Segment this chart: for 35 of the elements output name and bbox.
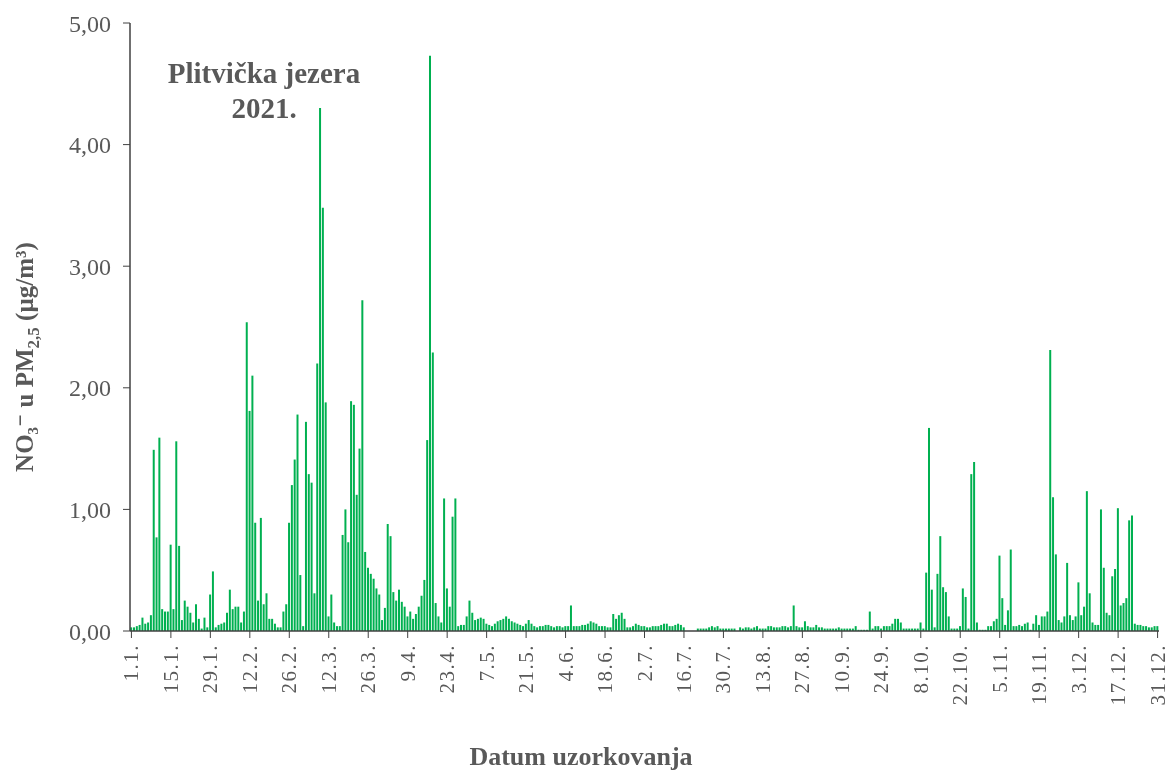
- y-tick-label: 0,00: [69, 618, 111, 645]
- x-tick-label: 4.6.: [553, 644, 578, 682]
- x-tick-label: 5.11.: [987, 644, 1012, 693]
- x-tick-label: 9.4.: [395, 644, 420, 682]
- y-tick-label: 1,00: [69, 496, 111, 523]
- x-tick-label: 23.4.: [435, 644, 460, 694]
- x-tick-label: 13.8.: [750, 644, 775, 694]
- y-tick-label: 2,00: [69, 375, 111, 402]
- x-tick-label: 16.7.: [671, 644, 696, 694]
- x-tick-label: 7.5.: [474, 644, 499, 682]
- x-tick-label: 30.7.: [711, 644, 736, 694]
- x-tick-label: 21.5.: [514, 644, 539, 694]
- x-tick-label: 18.6.: [593, 644, 618, 694]
- y-tick-label: 3,00: [69, 253, 111, 280]
- x-tick-label: 19.11.: [1027, 644, 1052, 705]
- x-tick-label: 2.7.: [632, 644, 657, 682]
- x-tick-label: 10.9.: [829, 644, 854, 694]
- y-tick-label: 4,00: [69, 132, 111, 159]
- text: Plitvička jezera 2021.: [167, 57, 361, 124]
- x-tick-label: 29.1.: [198, 644, 223, 694]
- x-tick-label: 31.12.: [1145, 644, 1170, 706]
- x-tick-label: 12.2.: [237, 644, 262, 694]
- x-tick-label: 24.9.: [869, 644, 894, 694]
- x-tick-label: 22.10.: [948, 644, 973, 706]
- x-tick-label: 12.3.: [316, 644, 341, 694]
- x-tick-label: 1.1.: [119, 644, 144, 682]
- x-tick-label: 8.10.: [908, 644, 933, 694]
- y-tick-label: 5,00: [69, 10, 111, 37]
- x-tick-label: 27.8.: [790, 644, 815, 694]
- x-tick-label: 26.3.: [356, 644, 381, 694]
- x-tick-label: 15.1.: [158, 644, 183, 694]
- x-tick-label: 26.2.: [277, 644, 302, 694]
- x-axis-title: Datum uzorkovanja: [469, 742, 693, 771]
- x-tick-label: 3.12.: [1066, 644, 1091, 694]
- x-tick-label: 17.12.: [1106, 644, 1131, 706]
